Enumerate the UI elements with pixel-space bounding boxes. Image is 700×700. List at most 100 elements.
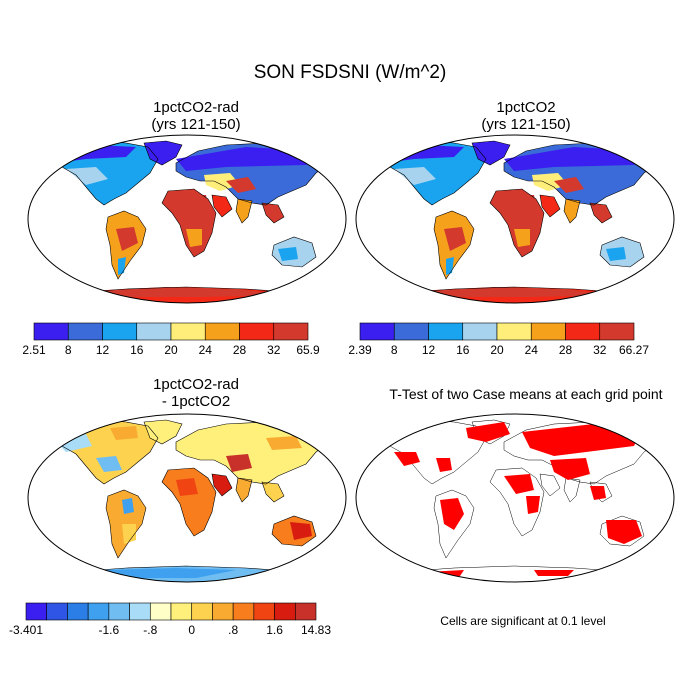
field-patch: [394, 167, 436, 185]
colorbar-tick-label: 20: [490, 343, 504, 357]
field-patch: [176, 195, 210, 217]
colorbar-tick-label: 12: [422, 343, 436, 357]
colorbar-tick-label: 1.6: [266, 623, 283, 637]
land-arabia: [212, 474, 232, 496]
coastline-southAmerica: [433, 489, 475, 559]
land-seAsia: [590, 203, 612, 223]
field-patch: [106, 568, 236, 578]
colorbar-segment: [462, 322, 498, 341]
significant-region: [526, 496, 540, 514]
panel1-title-line1: 1pctCO2-rad: [153, 99, 239, 116]
significant-region: [590, 486, 606, 500]
figure-title: SON FSDSNI (W/m^2): [253, 62, 447, 83]
colorbar-segment: [599, 322, 635, 341]
coastline-seAsia: [261, 481, 285, 503]
colorbar-tick-label: 20: [164, 343, 178, 357]
map-border: [27, 413, 347, 583]
map-panel-4: [355, 413, 675, 583]
colorbar-segment: [530, 322, 566, 341]
map-ocean: [356, 414, 674, 582]
colorbar-tick-label: 32: [267, 343, 281, 357]
colorbar-tick-label: 2.39: [348, 343, 372, 357]
coastline-greenland: [143, 419, 183, 445]
colorbar-tick-label: .8: [228, 623, 238, 637]
map-panel-2: [355, 134, 675, 304]
colorbar-tick-label: 0: [188, 623, 195, 637]
colorbar-tick-label: 65.9: [296, 343, 320, 357]
colorbar-segment: [294, 602, 317, 621]
colorbar-tick-label: 16: [456, 343, 470, 357]
panel1-title: 1pctCO2-rad (yrs 121-150): [46, 99, 346, 133]
colorbar-segment: [274, 602, 296, 621]
colorbar-segment: [25, 602, 48, 621]
significant-region: [440, 498, 464, 530]
field-patch: [176, 478, 198, 496]
colorbar-segment: [393, 322, 429, 341]
coastline-southAmerica: [105, 489, 147, 559]
colorbar-tick-label: 28: [233, 343, 247, 357]
colorbar-segment: [170, 602, 193, 621]
panel2-title-line2: (yrs 121-150): [481, 116, 571, 133]
significance-note: Cells are significant at 0.1 level: [440, 614, 606, 628]
colorbar-tick-label: 14.83: [301, 623, 331, 637]
significant-region: [534, 570, 574, 576]
coastline-australia: [599, 236, 645, 268]
coastline-australia: [271, 236, 317, 268]
field-patch: [290, 522, 312, 540]
field-patch: [266, 436, 302, 450]
significant-region: [394, 452, 420, 466]
coastline-india: [563, 477, 581, 503]
map-border: [27, 134, 347, 304]
field-patch: [514, 229, 530, 247]
colorbar-segment: [129, 602, 151, 621]
colorbar-segment: [565, 322, 601, 341]
map-panel-1: [27, 134, 347, 304]
panel3-title: 1pctCO2-rad - 1pctCO2: [46, 376, 346, 410]
significant-region: [436, 458, 452, 472]
colorbar-panel-3: -3.401 -1.6 -.8 0 .8 1.6 14.83: [9, 602, 331, 637]
colorbar-tick-label: 24: [525, 343, 539, 357]
panel2-title-line1: 1pctCO2: [496, 99, 556, 116]
coastline-greenland: [471, 140, 511, 166]
colorbar-tick-label: 32: [593, 343, 607, 357]
field-patch: [444, 227, 466, 251]
colorbar-segment: [496, 322, 532, 341]
colorbar-segment: [212, 602, 234, 621]
colorbar-tick-label: -.8: [143, 623, 157, 637]
colorbar-segment: [170, 322, 206, 341]
colorbar-panel-2: 2.39 8 12 16 20 24 28 32 66.27: [348, 322, 649, 357]
field-patch: [554, 177, 584, 193]
field-patch: [226, 454, 252, 472]
colorbar-segment: [108, 602, 130, 621]
field-patch: [226, 177, 256, 193]
field-patch: [504, 195, 538, 217]
field-patch: [116, 227, 138, 251]
coastline-india: [235, 477, 253, 503]
colorbar-segment: [149, 602, 172, 621]
coastline-arabia: [211, 194, 233, 218]
colorbar-segment: [102, 322, 138, 341]
coastline-africa: [489, 188, 545, 258]
colorbar-segment: [87, 602, 110, 621]
field-patch: [122, 524, 136, 544]
colorbar-segment: [46, 602, 68, 621]
field-patch: [186, 229, 202, 247]
land-seAsia: [262, 203, 284, 223]
colorbar-tick-label: 8: [391, 343, 398, 357]
colorbar-tick-label: 2.51: [22, 343, 46, 357]
colorbar-segment: [428, 322, 464, 341]
map-border: [355, 413, 675, 583]
coastline-india: [235, 198, 253, 224]
coastline-australia: [599, 515, 645, 547]
field-patch: [606, 247, 626, 261]
coastline-africa: [161, 188, 217, 258]
significant-region: [522, 424, 642, 456]
panel2-title: 1pctCO2 (yrs 121-150): [376, 99, 676, 133]
field-patch: [86, 287, 286, 297]
land-arabia: [212, 195, 232, 217]
panel4-title: T-Test of two Case means at each grid po…: [389, 386, 663, 402]
coastline-africa: [161, 467, 217, 537]
field-patch: [278, 247, 298, 261]
colorbar-tick-label: 24: [199, 343, 213, 357]
land-arabia: [540, 195, 560, 217]
